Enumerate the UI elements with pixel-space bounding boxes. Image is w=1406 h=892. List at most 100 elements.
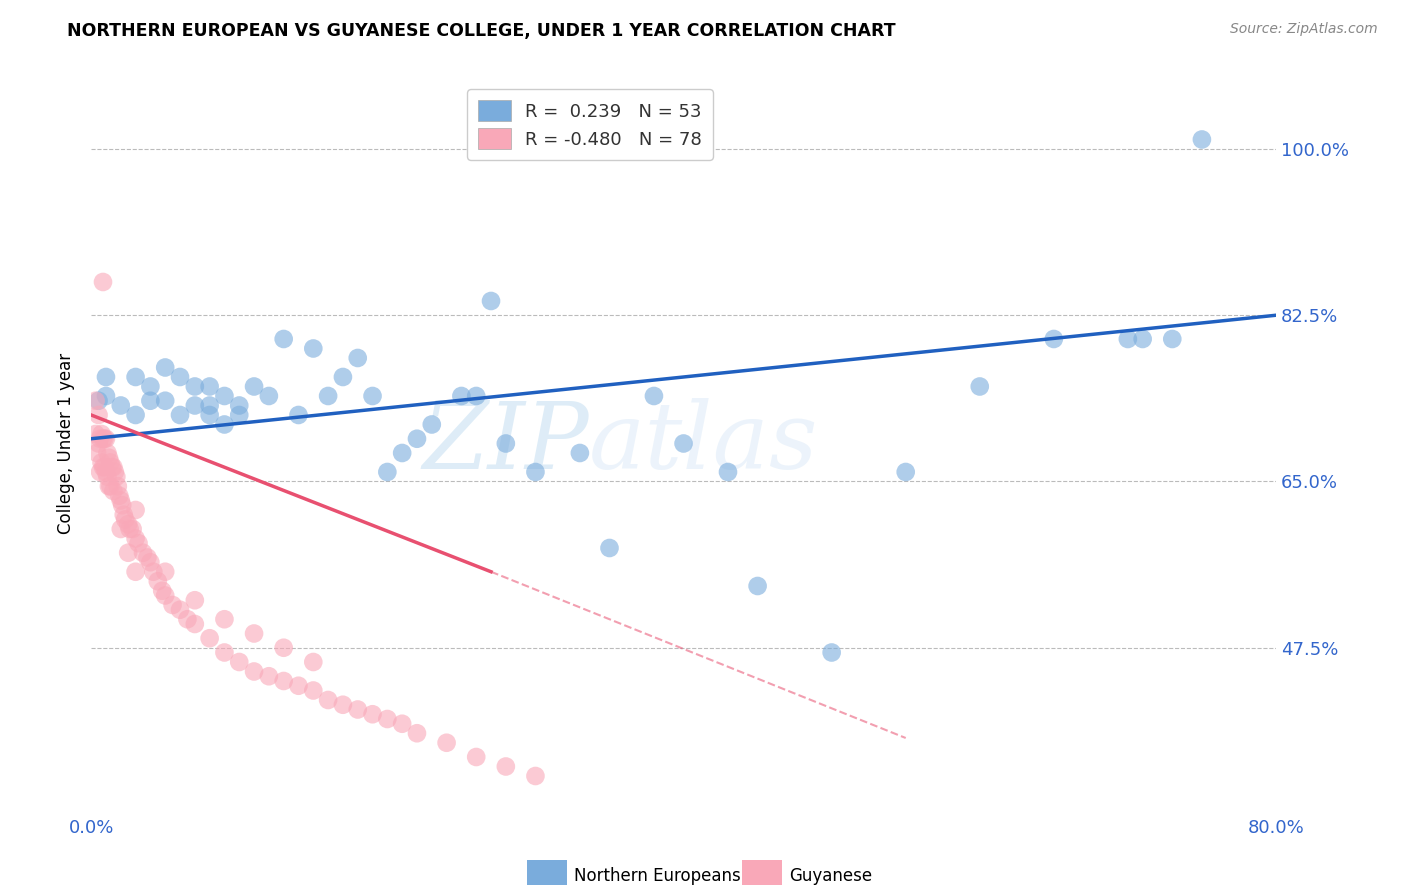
Point (287, 408, 309, 422)
Point (568, 446, 591, 460)
Point (128, 536, 150, 550)
Point (643, 389, 665, 403)
Point (84, 427, 107, 442)
Point (84, 393, 107, 408)
Point (124, 503, 146, 517)
Point (176, 612, 198, 626)
Point (104, 465, 127, 479)
Point (100, 455, 122, 469)
Point (91, 432, 114, 446)
Point (257, 389, 280, 403)
Point (450, 389, 472, 403)
Point (124, 408, 146, 422)
Point (111, 498, 134, 512)
Point (89, 432, 111, 446)
Point (273, 673, 295, 688)
Point (198, 379, 221, 393)
Point (97, 479, 120, 493)
Point (110, 522, 132, 536)
Point (361, 389, 384, 403)
Point (96, 469, 118, 483)
Point (93, 460, 115, 475)
Point (184, 379, 207, 393)
Point (96, 446, 118, 460)
Point (257, 669, 280, 683)
Point (228, 399, 250, 413)
Point (162, 598, 184, 612)
Point (821, 645, 844, 659)
Legend: R =  0.239   N = 53, R = -0.480   N = 78: R = 0.239 N = 53, R = -0.480 N = 78 (467, 89, 713, 160)
Point (94, 432, 117, 446)
Point (377, 712, 399, 726)
Point (124, 532, 146, 546)
Point (87, 436, 110, 450)
Point (1132, 332, 1154, 346)
Point (346, 351, 368, 365)
Point (97, 450, 120, 465)
Point (184, 399, 207, 413)
Point (1191, 132, 1213, 146)
Point (346, 702, 368, 716)
Point (969, 379, 991, 393)
Point (110, 399, 132, 413)
Point (139, 379, 162, 393)
Point (101, 460, 124, 475)
Point (1043, 332, 1066, 346)
Point (406, 726, 429, 740)
Point (105, 469, 128, 483)
Point (316, 693, 339, 707)
Point (117, 546, 139, 560)
Point (107, 479, 129, 493)
Point (198, 632, 221, 646)
Point (169, 408, 191, 422)
Point (302, 342, 325, 356)
Point (94, 389, 117, 403)
Point (717, 465, 740, 479)
Point (108, 489, 131, 503)
Point (672, 436, 695, 450)
Point (391, 446, 413, 460)
Point (103, 460, 125, 475)
Point (139, 555, 162, 569)
Point (436, 736, 458, 750)
Text: Northern Europeans: Northern Europeans (574, 867, 741, 885)
Point (86, 446, 108, 460)
Point (214, 612, 236, 626)
Point (495, 759, 517, 773)
Point (495, 436, 517, 450)
Point (184, 617, 207, 632)
Point (479, 293, 502, 308)
Y-axis label: College, Under 1 year: College, Under 1 year (58, 353, 75, 534)
Point (214, 645, 236, 659)
Point (132, 546, 155, 560)
Point (302, 683, 325, 698)
Text: Source: ZipAtlas.com: Source: ZipAtlas.com (1230, 22, 1378, 37)
Point (287, 679, 309, 693)
Point (524, 465, 547, 479)
Text: Guyanese: Guyanese (789, 867, 872, 885)
Point (153, 589, 176, 603)
Point (94, 370, 117, 384)
Point (302, 655, 325, 669)
Point (214, 417, 236, 432)
Point (153, 360, 176, 375)
Point (243, 379, 266, 393)
Point (100, 479, 122, 493)
Point (87, 393, 110, 408)
Point (118, 522, 141, 536)
Point (146, 574, 169, 589)
Point (332, 370, 354, 384)
Text: NORTHERN EUROPEAN VS GUYANESE COLLEGE, UNDER 1 YEAR CORRELATION CHART: NORTHERN EUROPEAN VS GUYANESE COLLEGE, U… (67, 22, 896, 40)
Point (228, 408, 250, 422)
Point (1116, 332, 1139, 346)
Point (139, 393, 162, 408)
Point (112, 508, 135, 522)
Text: atlas: atlas (589, 399, 818, 489)
Point (110, 493, 132, 508)
Point (117, 517, 139, 532)
Point (198, 399, 221, 413)
Point (184, 593, 207, 607)
Point (150, 583, 173, 598)
Point (91, 275, 114, 289)
Point (198, 408, 221, 422)
